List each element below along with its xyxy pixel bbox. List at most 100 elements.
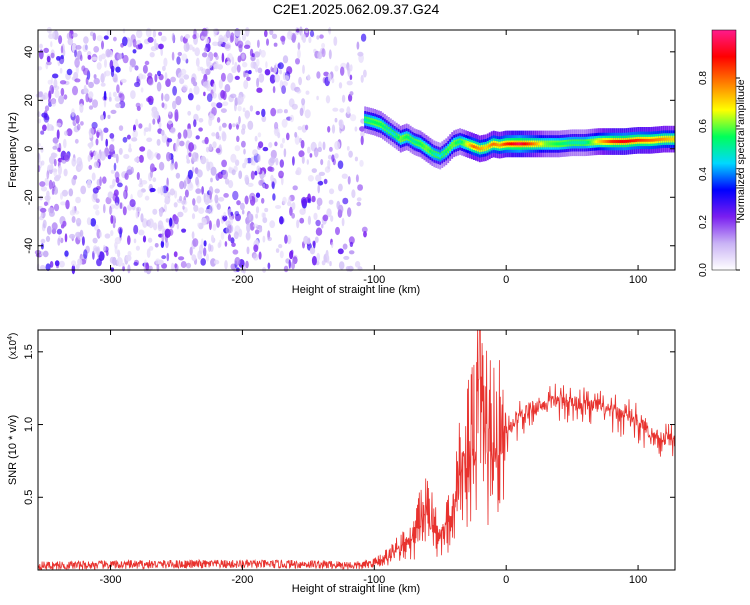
snr-x-tick-label: -200 [231,574,253,586]
noise-blob [252,160,256,166]
noise-blob [234,97,238,106]
noise-blob [264,30,268,38]
noise-blob [212,141,217,149]
noise-blob [133,224,139,235]
noise-blob [222,90,227,101]
noise-blob [135,206,142,213]
spectrogram-x-tick-label: 0 [503,274,509,286]
ridge-core [644,138,648,142]
noise-blob [299,217,305,224]
noise-blob [254,170,258,176]
noise-blob [196,169,203,178]
noise-blob [57,237,61,246]
noise-blob [60,192,63,200]
noise-blob [156,153,161,160]
noise-blob [87,54,92,60]
ridge-core [571,141,575,145]
noise-blob [255,206,260,214]
noise-blob [58,260,65,268]
noise-blob [268,142,273,148]
noise-blob [178,256,185,261]
noise-blob [149,163,155,173]
noise-blob [155,258,161,265]
noise-blob [250,170,255,180]
noise-blob [51,188,55,196]
ridge-core [448,146,452,150]
noise-blob [191,254,197,261]
noise-blob [291,202,296,210]
noise-blob [244,27,250,36]
noise-blob [72,85,78,96]
noise-blob [100,82,106,87]
noise-blob [75,231,82,238]
noise-blob [74,138,79,144]
noise-blob [283,265,289,273]
ridge-core [379,122,383,127]
noise-blob [210,102,217,108]
noise-blob [206,161,211,172]
noise-blob [206,253,209,262]
noise-blob [129,58,136,68]
noise-blob [71,108,75,118]
noise-blob [210,166,217,176]
noise-blob [232,190,239,201]
noise-blob [105,138,108,147]
noise-blob [89,133,93,139]
noise-blob [186,159,191,164]
noise-blob [72,32,78,38]
noise-blob [198,207,205,215]
ridge-core [654,138,658,142]
noise-blob [39,43,43,49]
noise-blob [142,218,148,228]
noise-blob [110,169,115,174]
noise-blob [110,65,115,73]
noise-blob [59,80,67,85]
noise-blob [234,159,240,166]
noise-blob [323,71,329,77]
noise-blob [315,174,322,182]
noise-blob [301,196,307,206]
noise-blob [132,38,137,48]
noise-blob [286,132,290,141]
noise-blob [217,64,224,70]
noise-blob [215,148,221,154]
snr-x-tick-label: -100 [363,574,385,586]
noise-blob [247,182,254,187]
noise-blob [211,132,216,137]
noise-blob [279,216,284,225]
noise-blob [208,143,213,151]
noise-blob [236,200,241,206]
ridge-core [553,142,557,146]
noise-blob [331,77,335,84]
noise-blob [223,211,227,217]
noise-blob [236,64,241,73]
noise-blob [264,69,271,76]
ridge-core [648,138,652,142]
noise-blob [60,201,67,206]
noise-blob [218,196,225,202]
noise-blob [286,30,293,40]
noise-blob [144,127,150,132]
ridge-core [626,139,630,143]
noise-blob [227,72,234,83]
noise-blob [307,175,314,182]
noise-blob [63,138,67,149]
noise-blob [66,68,73,76]
noise-blob [39,181,46,187]
noise-blob [184,189,189,198]
noise-blob [116,257,123,267]
noise-blob [95,138,99,146]
colorbar-tick-label: 0.0 [698,263,709,277]
ridge-core [668,137,672,141]
spectrogram-x-tick-label: -100 [363,274,385,286]
noise-blob [112,73,118,83]
ridge-core [624,139,628,143]
noise-blob [328,26,332,35]
noise-blob [309,30,315,37]
noise-blob [161,255,167,260]
noise-blob [228,123,232,130]
noise-blob [171,157,174,165]
noise-blob [215,131,220,140]
ridge-core [634,138,638,143]
ridge-core [518,142,521,146]
